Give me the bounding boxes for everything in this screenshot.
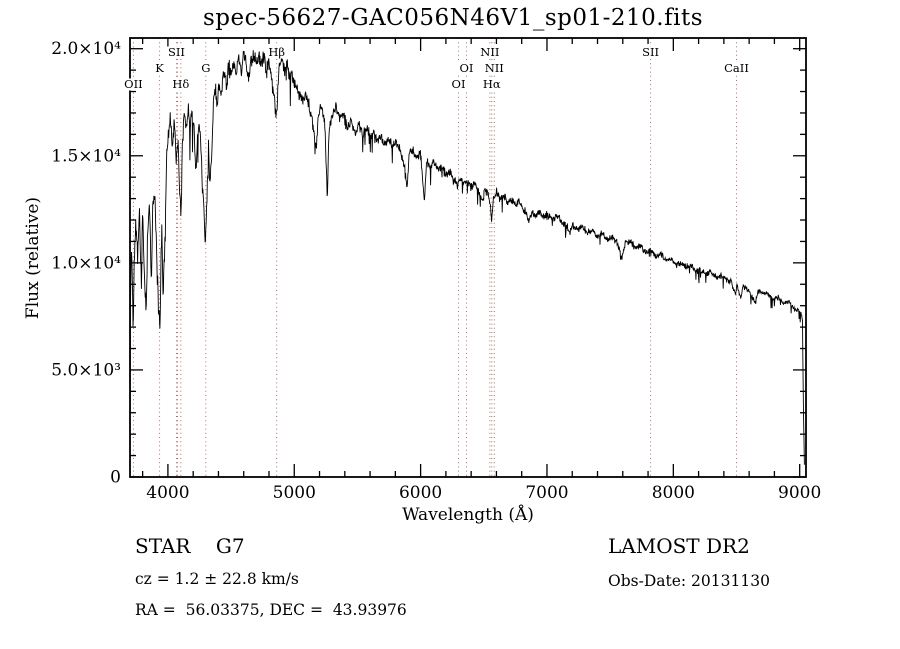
- spectral-line-label: OI: [452, 77, 466, 91]
- spectral-line-label-bg: [200, 62, 212, 75]
- spectral-line-label: K: [155, 61, 164, 75]
- spectral-line-label: OI: [459, 61, 473, 75]
- plot-title: spec-56627-GAC056N46V1_sp01-210.fits: [202, 5, 704, 31]
- y-tick-label: 1.0×10⁴: [51, 253, 121, 273]
- x-tick-label: 4000: [146, 483, 189, 503]
- y-tick-label: 0: [110, 468, 121, 488]
- observation-date: Obs-Date: 20131130: [608, 572, 770, 590]
- x-axis-label: Wavelength (Å): [402, 505, 534, 525]
- spectral-line-label: Hβ: [268, 45, 285, 59]
- spectral-line-label-bg: [482, 62, 507, 75]
- x-tick-label: 7000: [525, 483, 568, 503]
- spectral-line-label-bg: [477, 46, 502, 59]
- x-tick-label: 5000: [273, 483, 316, 503]
- spectral-line-label-bg: [172, 78, 190, 91]
- redshift-velocity: cz = 1.2 ± 22.8 km/s: [135, 570, 299, 588]
- x-tick-label: 9000: [778, 483, 821, 503]
- spectral-line-label: Hδ: [172, 77, 189, 91]
- plot-frame: [129, 37, 807, 478]
- survey-label: LAMOST DR2: [608, 534, 750, 558]
- spectral-line-label-bg: [457, 62, 476, 75]
- classification-label: STAR G7: [135, 534, 245, 558]
- y-tick-label: 5.0×10³: [51, 360, 121, 380]
- spectral-line-label-bg: [268, 46, 286, 59]
- x-tick-label: 8000: [652, 483, 695, 503]
- y-tick-label: 1.5×10⁴: [51, 146, 121, 166]
- spectral-line-label-bg: [638, 46, 663, 59]
- spectral-line-label: CaII: [724, 61, 749, 75]
- spectral-line-label-bg: [449, 78, 468, 91]
- y-axis-label: Flux (relative): [23, 196, 43, 320]
- spectrum-trace: [130, 50, 805, 475]
- ra-dec-coordinates: RA = 56.03375, DEC = 43.93976: [135, 601, 407, 619]
- spectral-line-label: Hα: [483, 77, 501, 91]
- x-tick-label: 6000: [399, 483, 442, 503]
- spectral-line-label: SII: [642, 45, 659, 59]
- spectral-line-label: SII: [168, 45, 185, 59]
- spectral-line-label: OII: [124, 77, 143, 91]
- spectral-line-label-bg: [164, 46, 189, 59]
- spectral-line-label: G: [201, 61, 210, 75]
- spectral-line-label-bg: [483, 78, 501, 91]
- spectral-line-label-bg: [121, 78, 146, 91]
- spectral-line-label-bg: [154, 62, 165, 75]
- spectral-line-label-bg: [721, 62, 752, 75]
- spectral-line-label: NII: [480, 45, 499, 59]
- y-tick-label: 2.0×10⁴: [51, 39, 121, 59]
- spectral-line-label: NII: [485, 61, 504, 75]
